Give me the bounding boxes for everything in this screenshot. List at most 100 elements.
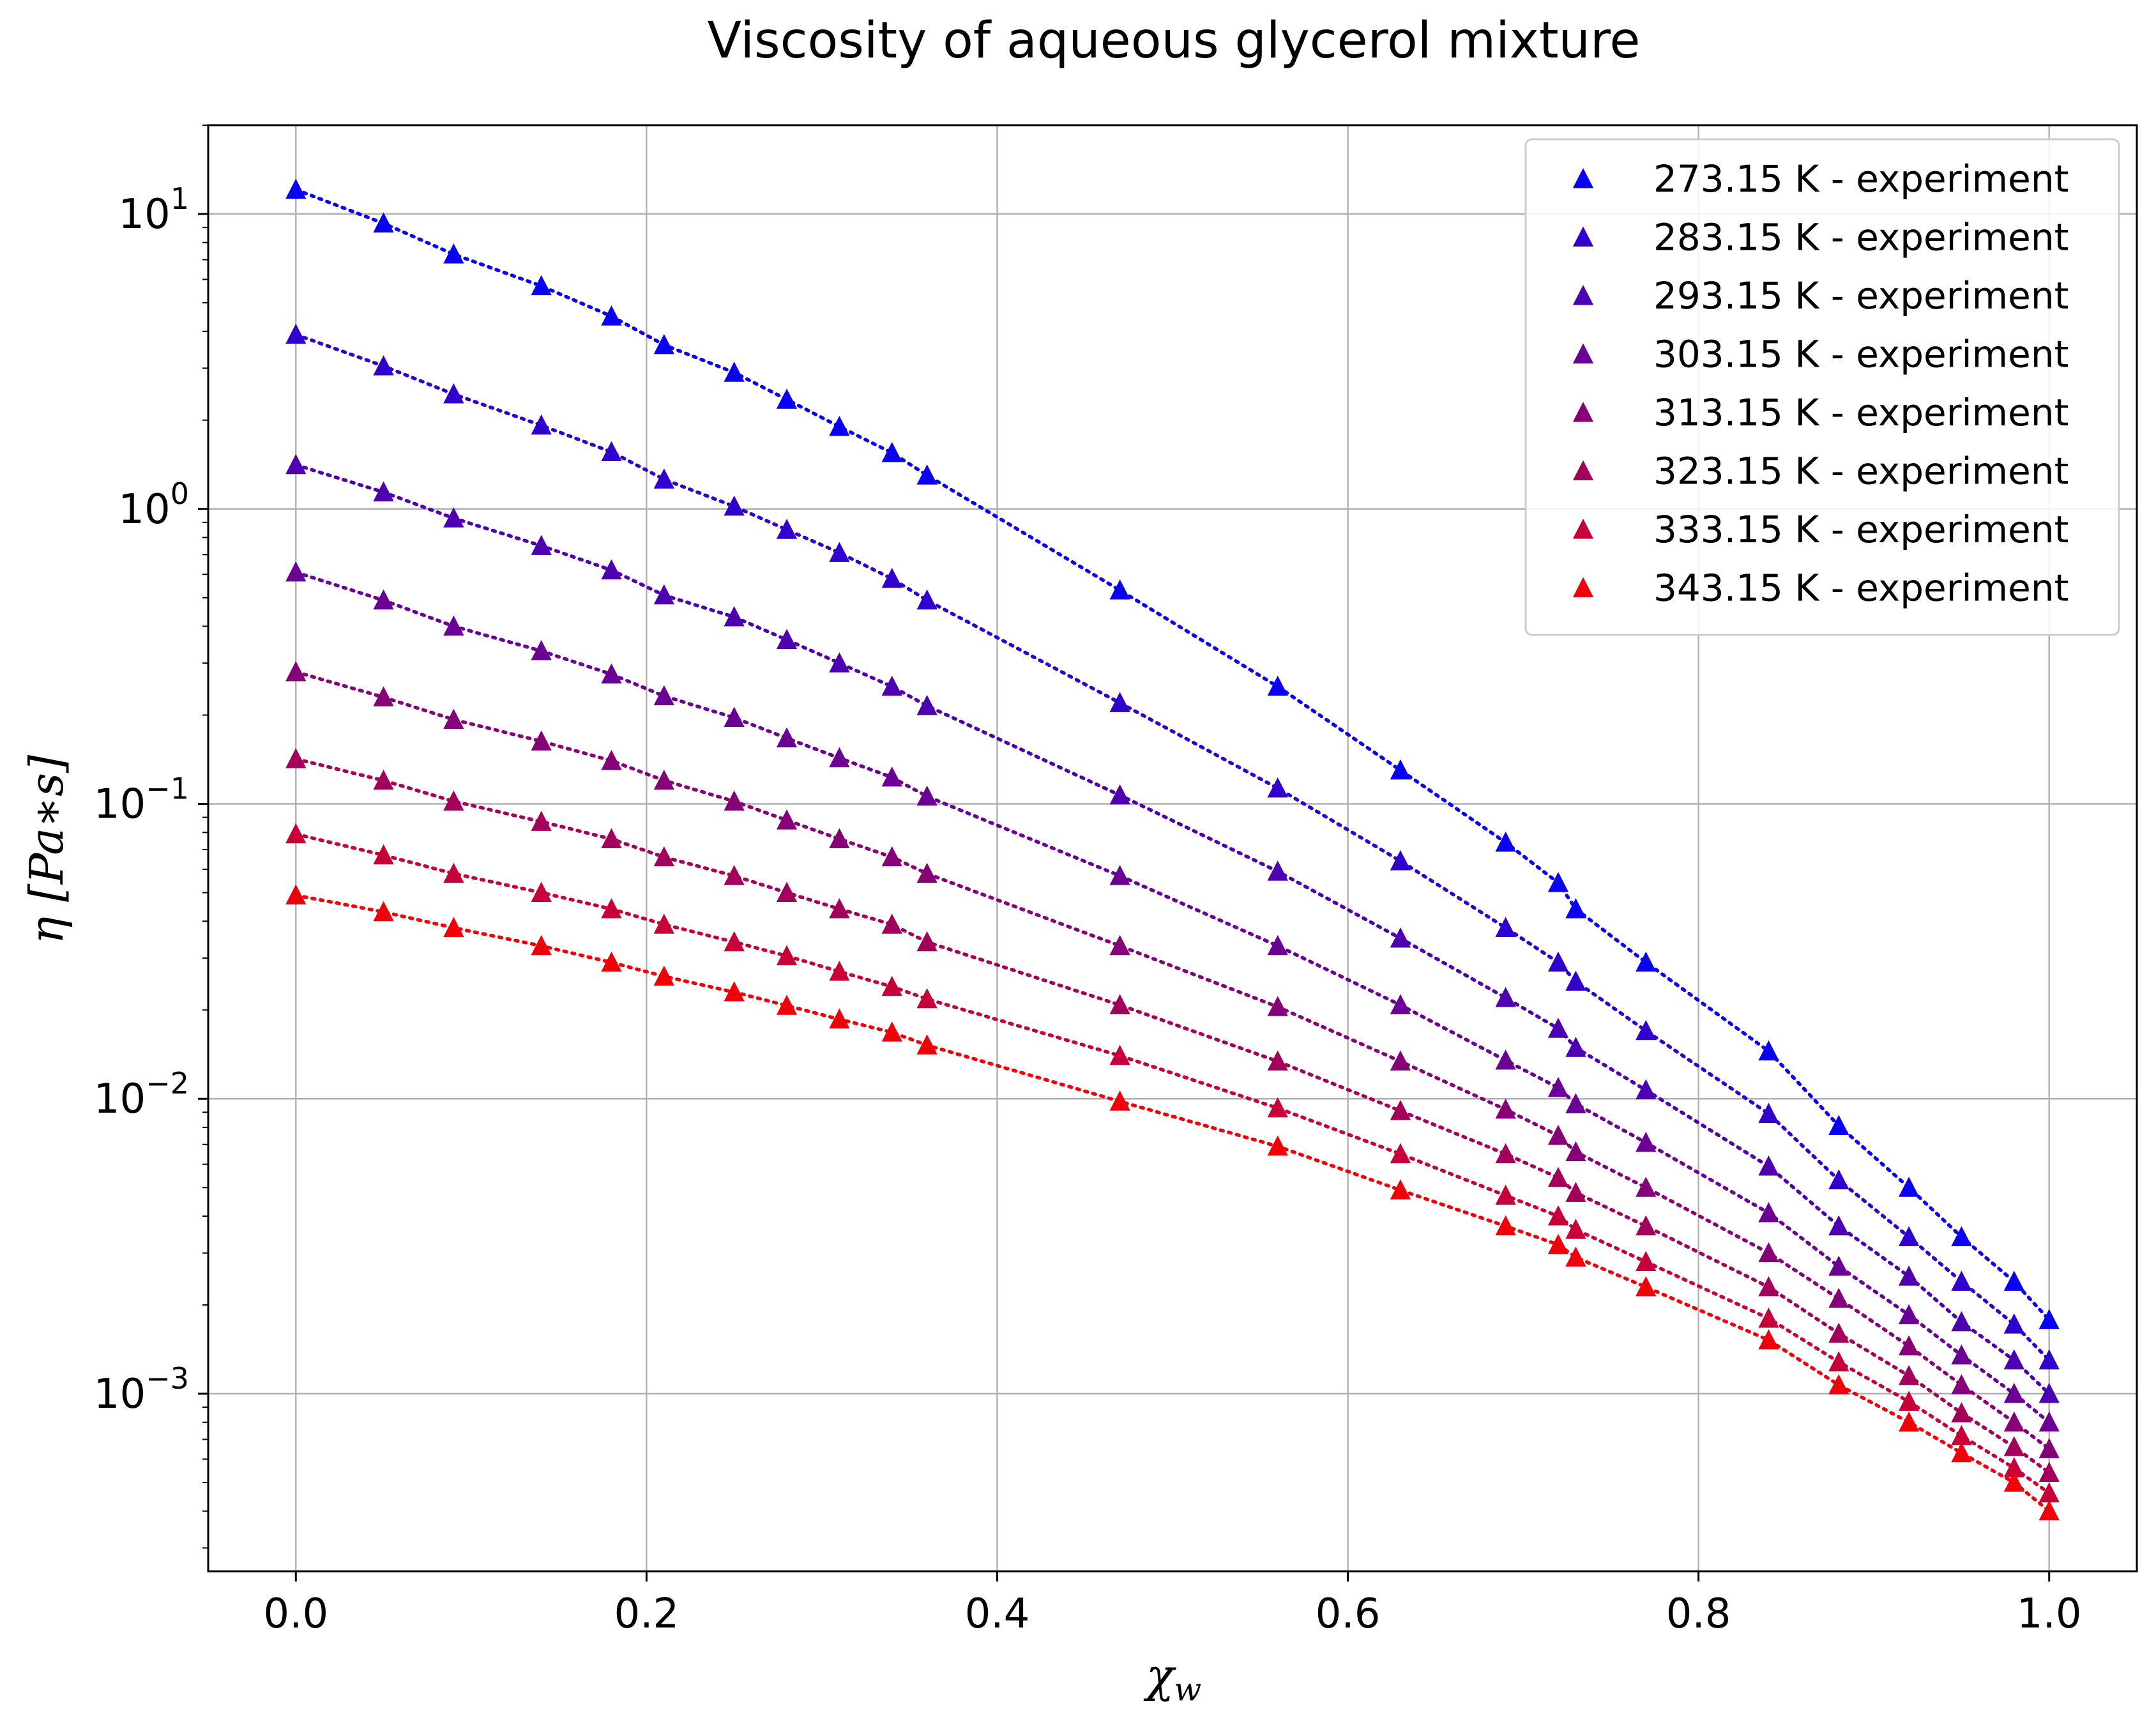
data-point-marker [1758, 1276, 1779, 1297]
series-line [294, 670, 2051, 1451]
data-point-marker [373, 901, 394, 922]
data-point-marker [2003, 1411, 2024, 1432]
data-point-marker [1951, 1424, 1972, 1445]
data-point-marker [601, 750, 622, 770]
series-2 [285, 454, 2060, 1403]
data-point-marker [1758, 1329, 1779, 1350]
data-point-marker [2038, 1482, 2060, 1503]
data-point-marker [2038, 1382, 2060, 1403]
data-point-marker [916, 785, 938, 806]
x-tick-label: 1.0 [2017, 1590, 2082, 1638]
data-point-marker [1828, 1322, 1849, 1343]
data-point-marker [1758, 1040, 1779, 1061]
data-point-marker [1636, 1019, 1657, 1040]
data-point-marker [829, 1008, 850, 1029]
legend-marker [1572, 285, 1594, 305]
legend-marker [1572, 168, 1594, 188]
series-line [294, 333, 2051, 1362]
data-point-marker [1109, 934, 1130, 956]
data-point-marker [1758, 1307, 1779, 1328]
data-point-marker [724, 981, 745, 1002]
data-point-marker [653, 584, 674, 605]
data-point-marker [1898, 1177, 1920, 1197]
data-point-marker [881, 441, 902, 462]
data-point-marker [724, 790, 745, 811]
legend-label: 273.15 K - experiment [1653, 157, 2069, 201]
data-point-marker [1547, 1205, 1569, 1226]
data-point-marker [1267, 777, 1288, 798]
x-tick-label: 0.0 [263, 1590, 328, 1638]
data-point-marker [2003, 1471, 2024, 1492]
grid [208, 125, 2137, 1571]
data-point-marker [1390, 994, 1411, 1014]
data-point-marker [1898, 1265, 1920, 1286]
data-point-marker [1495, 987, 1516, 1007]
legend-label: 333.15 K - experiment [1653, 508, 2069, 551]
data-point-marker [1565, 1219, 1586, 1239]
data-point-marker [1951, 1311, 1972, 1332]
data-point-marker [1109, 865, 1130, 885]
y-axis-label: η [Pa∗s] [20, 754, 73, 944]
series-line [294, 570, 2051, 1424]
data-point-marker [1565, 1037, 1586, 1057]
data-point-marker [1636, 1079, 1657, 1100]
data-point-marker [443, 790, 464, 811]
data-point-marker [776, 519, 798, 539]
y-tick-label-base: 10 [94, 781, 146, 828]
data-point-marker [285, 884, 307, 905]
data-point-marker [1898, 1304, 1920, 1325]
data-point-marker [916, 589, 938, 610]
legend-label: 323.15 K - experiment [1653, 450, 2069, 493]
data-point-marker [601, 951, 622, 972]
data-point-marker [776, 629, 798, 650]
data-point-marker [916, 862, 938, 883]
data-point-marker [881, 975, 902, 996]
data-point-marker [1547, 1233, 1569, 1254]
data-point-marker [1951, 1374, 1972, 1394]
data-point-marker [829, 747, 850, 768]
data-point-marker [1390, 1050, 1411, 1071]
data-point-marker [443, 615, 464, 636]
y-tick-label: 10−1 [94, 771, 189, 828]
data-point-marker [373, 481, 394, 501]
data-point-marker [2038, 1349, 2060, 1369]
plot-series [285, 178, 2060, 1521]
data-point-marker [531, 881, 552, 902]
data-point-marker [1636, 951, 1657, 972]
data-point-marker [443, 862, 464, 883]
series-line [294, 893, 2051, 1513]
data-point-marker [1547, 1018, 1569, 1038]
data-point-marker [724, 706, 745, 728]
y-tick-label-exponent: −2 [146, 1066, 189, 1101]
legend-marker [1572, 460, 1594, 480]
chart-title: Viscosity of aqueous glycerol mixture [708, 12, 1641, 70]
data-point-marker [1898, 1335, 1920, 1355]
data-point-marker [1758, 1102, 1779, 1124]
data-point-marker [1109, 1044, 1130, 1065]
data-point-marker [829, 542, 850, 562]
data-point-marker [373, 589, 394, 610]
data-point-marker [1898, 1411, 1920, 1432]
data-point-marker [2003, 1457, 2024, 1477]
data-point-marker [1565, 1141, 1586, 1162]
plot-area-frame [207, 124, 2138, 1573]
x-axis-label-main: χ [1143, 1649, 1177, 1702]
data-point-marker [1951, 1402, 1972, 1422]
data-point-marker [1636, 1251, 1657, 1271]
data-point-marker [916, 464, 938, 485]
data-point-marker [829, 961, 850, 981]
data-point-marker [1828, 1288, 1849, 1308]
legend-marker [1572, 343, 1594, 363]
data-point-marker [829, 652, 850, 673]
data-point-marker [1390, 927, 1411, 948]
data-point-marker [1951, 1442, 1972, 1463]
data-point-marker [531, 535, 552, 555]
data-point-marker [531, 934, 552, 956]
data-point-marker [724, 606, 745, 627]
data-point-marker [1565, 898, 1586, 918]
y-tick-label: 100 [118, 476, 189, 533]
data-point-marker [1951, 1226, 1972, 1247]
x-axis-label-subscript: w [1174, 1671, 1201, 1708]
data-point-marker [285, 823, 307, 844]
